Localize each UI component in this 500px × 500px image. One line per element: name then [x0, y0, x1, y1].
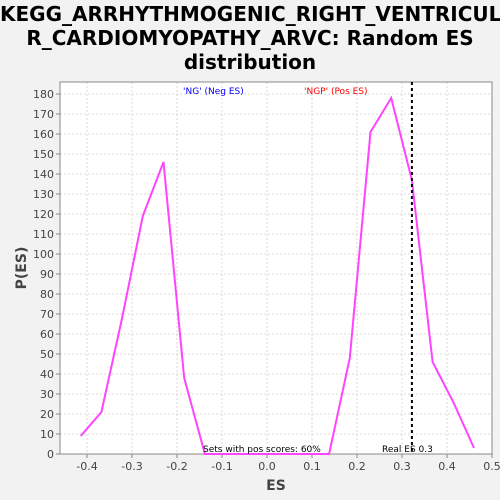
y-tick-label: 150 — [33, 148, 54, 161]
x-tick-label: 0.1 — [303, 460, 321, 473]
y-tick-label: 60 — [40, 328, 54, 341]
y-tick-label: 110 — [33, 228, 54, 241]
y-tick-label: 180 — [33, 88, 54, 101]
x-tick-label: -0.1 — [211, 460, 232, 473]
x-tick-label: -0.3 — [121, 460, 142, 473]
x-tick-label: -0.2 — [166, 460, 187, 473]
x-tick-label: 0.3 — [393, 460, 411, 473]
y-tick-label: 140 — [33, 168, 54, 181]
x-tick-label: 0.0 — [258, 460, 276, 473]
grid — [60, 82, 493, 455]
series-line — [79, 95, 475, 455]
plot-background — [60, 82, 492, 454]
x-tick-label: 0.2 — [348, 460, 366, 473]
y-tick-label: 70 — [40, 308, 54, 321]
neg-es-label: 'NG' (Neg ES) — [183, 87, 244, 97]
y-tick-label: 0 — [47, 448, 54, 461]
x-tick-label: -0.4 — [76, 460, 97, 473]
chart-title-line: R_CARDIOMYOPATHY_ARVC: Random ES — [26, 26, 474, 50]
y-tick-label: 50 — [40, 348, 54, 361]
tick-labels: 0 10 20 30 40 50 60 70 80 90 100 110 120 130 140 150 160… — [33, 88, 500, 473]
x-tick-label: 0.4 — [438, 460, 456, 473]
y-tick-label: 100 — [33, 248, 54, 261]
y-tick-label: 170 — [33, 108, 54, 121]
y-tick-label: 20 — [40, 408, 54, 421]
y-tick-label: 130 — [33, 188, 54, 201]
y-tick-label: 80 — [40, 288, 54, 301]
real-es-label: Real ES 0.3 — [382, 445, 433, 455]
y-tick-label: 40 — [40, 368, 54, 381]
y-axis-label: P(ES) — [14, 247, 30, 290]
chart-title-line: distribution — [183, 50, 317, 74]
y-tick-label: 30 — [40, 388, 54, 401]
chart-title: KEGG_ARRHYTHMOGENIC_RIGHT_VENTRICULA R_CA… — [0, 2, 500, 74]
y-tick-label: 120 — [33, 208, 54, 221]
x-tick-label: 0.5 — [483, 460, 500, 473]
pos-scores-label: Sets with pos scores: 60% — [203, 445, 321, 455]
y-tick-label: 160 — [33, 128, 54, 141]
y-tick-label: 90 — [40, 268, 54, 281]
chart-title-line: KEGG_ARRHYTHMOGENIC_RIGHT_VENTRICULA — [0, 2, 500, 26]
pos-es-label: 'NGP' (Pos ES) — [304, 87, 368, 97]
x-axis-label: ES — [266, 478, 286, 494]
y-tick-label: 10 — [40, 428, 54, 441]
